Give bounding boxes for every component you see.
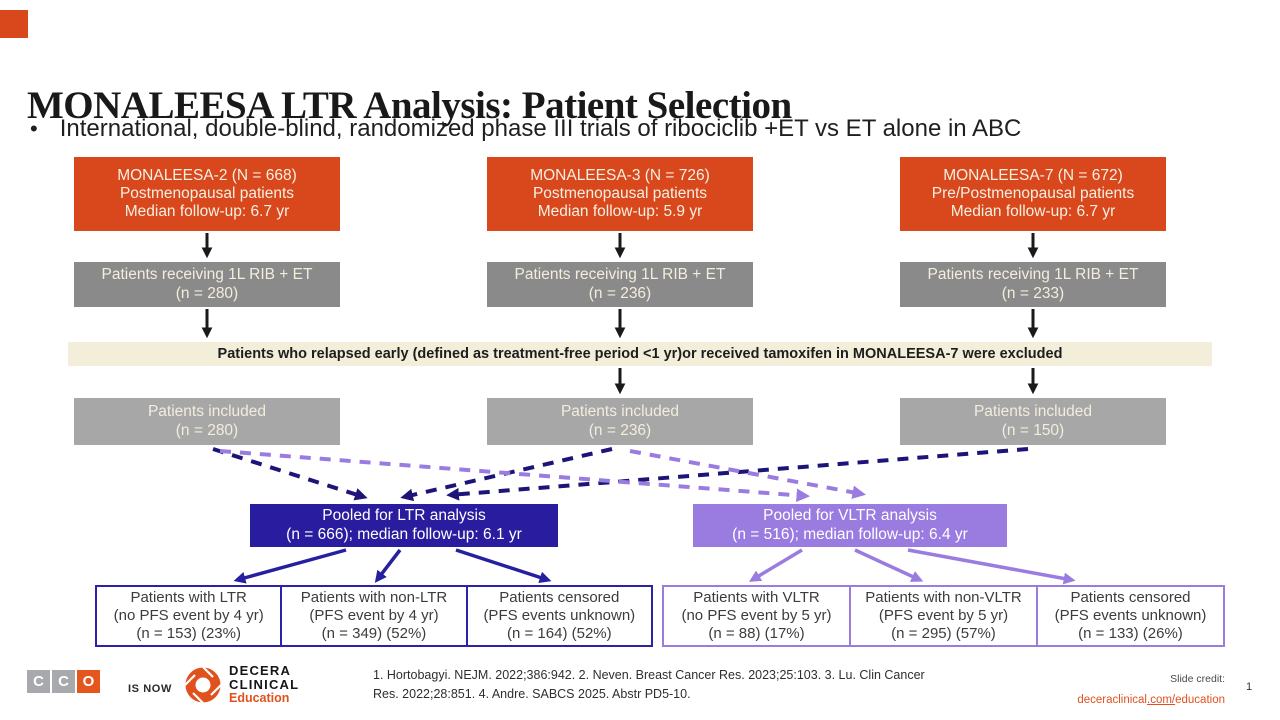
page-number: 1 (1246, 681, 1253, 693)
included-n: (n = 150) (1001, 421, 1065, 439)
decera-name-line: CLINICAL (229, 677, 300, 693)
receiving-n: (n = 233) (1001, 284, 1065, 302)
pooled-vltr-box: Pooled for VLTR analysis (n = 516); medi… (693, 504, 1007, 547)
outcome-line: (no PFS event by 4 yr) (113, 606, 264, 624)
receiving-label: Patients receiving 1L RIB + ET (514, 266, 726, 284)
outcome-line: Patients with non-LTR (300, 588, 448, 606)
bullet-line: • International, double-blind, randomize… (30, 114, 1260, 144)
trial-followup: Median follow-up: 5.9 yr (537, 203, 703, 221)
outcome-line: Patients with LTR (130, 588, 247, 606)
outcome-box-non-ltr: Patients with non-LTR (PFS event by 4 yr… (280, 587, 465, 645)
receiving-box-monaleesa-2: Patients receiving 1L RIB + ET (n = 280) (74, 262, 340, 307)
receiving-label: Patients receiving 1L RIB + ET (101, 266, 313, 284)
pooled-vltr-n: (n = 516); median follow-up: 6.4 yr (732, 525, 968, 543)
slide-credit-link[interactable]: deceraclinical.com/education (1077, 694, 1225, 706)
outcome-line: (PFS event by 5 yr) (878, 606, 1009, 624)
outcome-line: Patients censored (499, 588, 620, 606)
references: 1. Hortobagyi. NEJM. 2022;386:942. 2. Ne… (373, 666, 993, 704)
trial-followup: Median follow-up: 6.7 yr (950, 203, 1116, 221)
credit-link-part: deceraclinical (1077, 694, 1147, 707)
is-now-label: IS NOW (128, 683, 172, 695)
decera-logo-icon (185, 666, 221, 703)
cco-letter: O (77, 670, 100, 693)
outcome-line: (n = 164) (52%) (507, 625, 612, 643)
slide-credit: Slide credit: deceraclinical.com/educati… (985, 672, 1225, 710)
trial-box-monaleesa-3: MONALEESA-3 (N = 726) Postmenopausal pat… (487, 157, 753, 231)
cco-logo: C C O (27, 670, 100, 693)
decera-name-line: DECERA (229, 663, 292, 678)
outcome-line: (PFS events unknown) (483, 606, 636, 624)
trial-population: Postmenopausal patients (532, 184, 708, 202)
bullet-text: International, double-blind, randomized … (59, 115, 1022, 142)
outcome-box-ltr: Patients with LTR (no PFS event by 4 yr)… (97, 587, 280, 645)
included-box-monaleesa-3: Patients included (n = 236) (487, 398, 753, 445)
included-label: Patients included (973, 403, 1093, 421)
receiving-label: Patients receiving 1L RIB + ET (927, 266, 1139, 284)
receiving-n: (n = 280) (175, 284, 239, 302)
page-title: MONALEESA LTR Analysis: Patient Selectio… (27, 84, 792, 128)
trial-box-monaleesa-2: MONALEESA-2 (N = 668) Postmenopausal pat… (74, 157, 340, 231)
credit-link-part: education (1175, 694, 1225, 707)
trial-box-monaleesa-7: MONALEESA-7 (N = 672) Pre/Postmenopausal… (900, 157, 1166, 231)
bullet-icon: • (30, 116, 38, 141)
cco-letter: C (27, 670, 50, 693)
outcome-box-vltr-censored: Patients censored (PFS events unknown) (… (1036, 587, 1223, 645)
outcome-line: (PFS event by 4 yr) (309, 606, 439, 624)
corner-brand-square (0, 10, 28, 38)
trial-title: MONALEESA-7 (N = 672) (943, 166, 1123, 184)
credit-link-part: .com/ (1147, 694, 1176, 707)
included-n: (n = 236) (588, 421, 652, 439)
outcome-line: (n = 133) (26%) (1078, 625, 1183, 643)
receiving-box-monaleesa-3: Patients receiving 1L RIB + ET (n = 236) (487, 262, 753, 307)
included-label: Patients included (147, 403, 267, 421)
vltr-outcome-group: Patients with VLTR (no PFS event by 5 yr… (662, 585, 1225, 647)
outcome-line: (PFS events unknown) (1054, 606, 1207, 624)
pooled-ltr-box: Pooled for LTR analysis (n = 666); media… (250, 504, 558, 547)
trial-population: Pre/Postmenopausal patients (931, 184, 1135, 202)
outcome-line: (n = 153) (23%) (136, 625, 241, 643)
exclusion-banner: Patients who relapsed early (defined as … (68, 342, 1212, 366)
outcome-line: Patients censored (1070, 588, 1191, 606)
included-label: Patients included (560, 403, 680, 421)
references-line-1: 1. Hortobagyi. NEJM. 2022;386:942. 2. Ne… (373, 668, 925, 682)
receiving-n: (n = 236) (588, 284, 652, 302)
outcome-line: Patients with non-VLTR (865, 588, 1022, 606)
pooled-ltr-title: Pooled for LTR analysis (322, 507, 486, 525)
pooled-ltr-n: (n = 666); median follow-up: 6.1 yr (286, 525, 522, 543)
outcome-line: (n = 349) (52%) (321, 625, 427, 643)
included-box-monaleesa-7: Patients included (n = 150) (900, 398, 1166, 445)
decera-logo: DECERA CLINICAL Education (185, 663, 300, 706)
included-box-monaleesa-2: Patients included (n = 280) (74, 398, 340, 445)
outcome-line: (n = 88) (17%) (708, 625, 805, 643)
trial-title: MONALEESA-3 (N = 726) (530, 166, 710, 184)
included-n: (n = 280) (175, 421, 239, 439)
pooled-vltr-title: Pooled for VLTR analysis (763, 507, 937, 525)
trial-population: Postmenopausal patients (119, 184, 295, 202)
references-line-2: Res. 2022;28:851. 4. Andre. SABCS 2025. … (373, 686, 691, 701)
slide-credit-label: Slide credit: (1170, 673, 1225, 685)
cco-letter: C (52, 670, 75, 693)
outcome-line: (no PFS event by 5 yr) (681, 606, 832, 624)
trial-followup: Median follow-up: 6.7 yr (124, 203, 290, 221)
outcome-box-ltr-censored: Patients censored (PFS events unknown) (… (465, 587, 651, 645)
receiving-box-monaleesa-7: Patients receiving 1L RIB + ET (n = 233) (900, 262, 1166, 307)
ltr-outcome-group: Patients with LTR (no PFS event by 4 yr)… (95, 585, 653, 647)
decera-logo-text: DECERA CLINICAL Education (229, 663, 300, 706)
trial-title: MONALEESA-2 (N = 668) (117, 166, 297, 184)
outcome-line: Patients with VLTR (693, 588, 820, 606)
outcome-box-vltr: Patients with VLTR (no PFS event by 5 yr… (664, 587, 849, 645)
decera-education-label: Education (229, 691, 290, 706)
outcome-box-non-vltr: Patients with non-VLTR (PFS event by 5 y… (849, 587, 1036, 645)
outcome-line: (n = 295) (57%) (891, 625, 996, 643)
